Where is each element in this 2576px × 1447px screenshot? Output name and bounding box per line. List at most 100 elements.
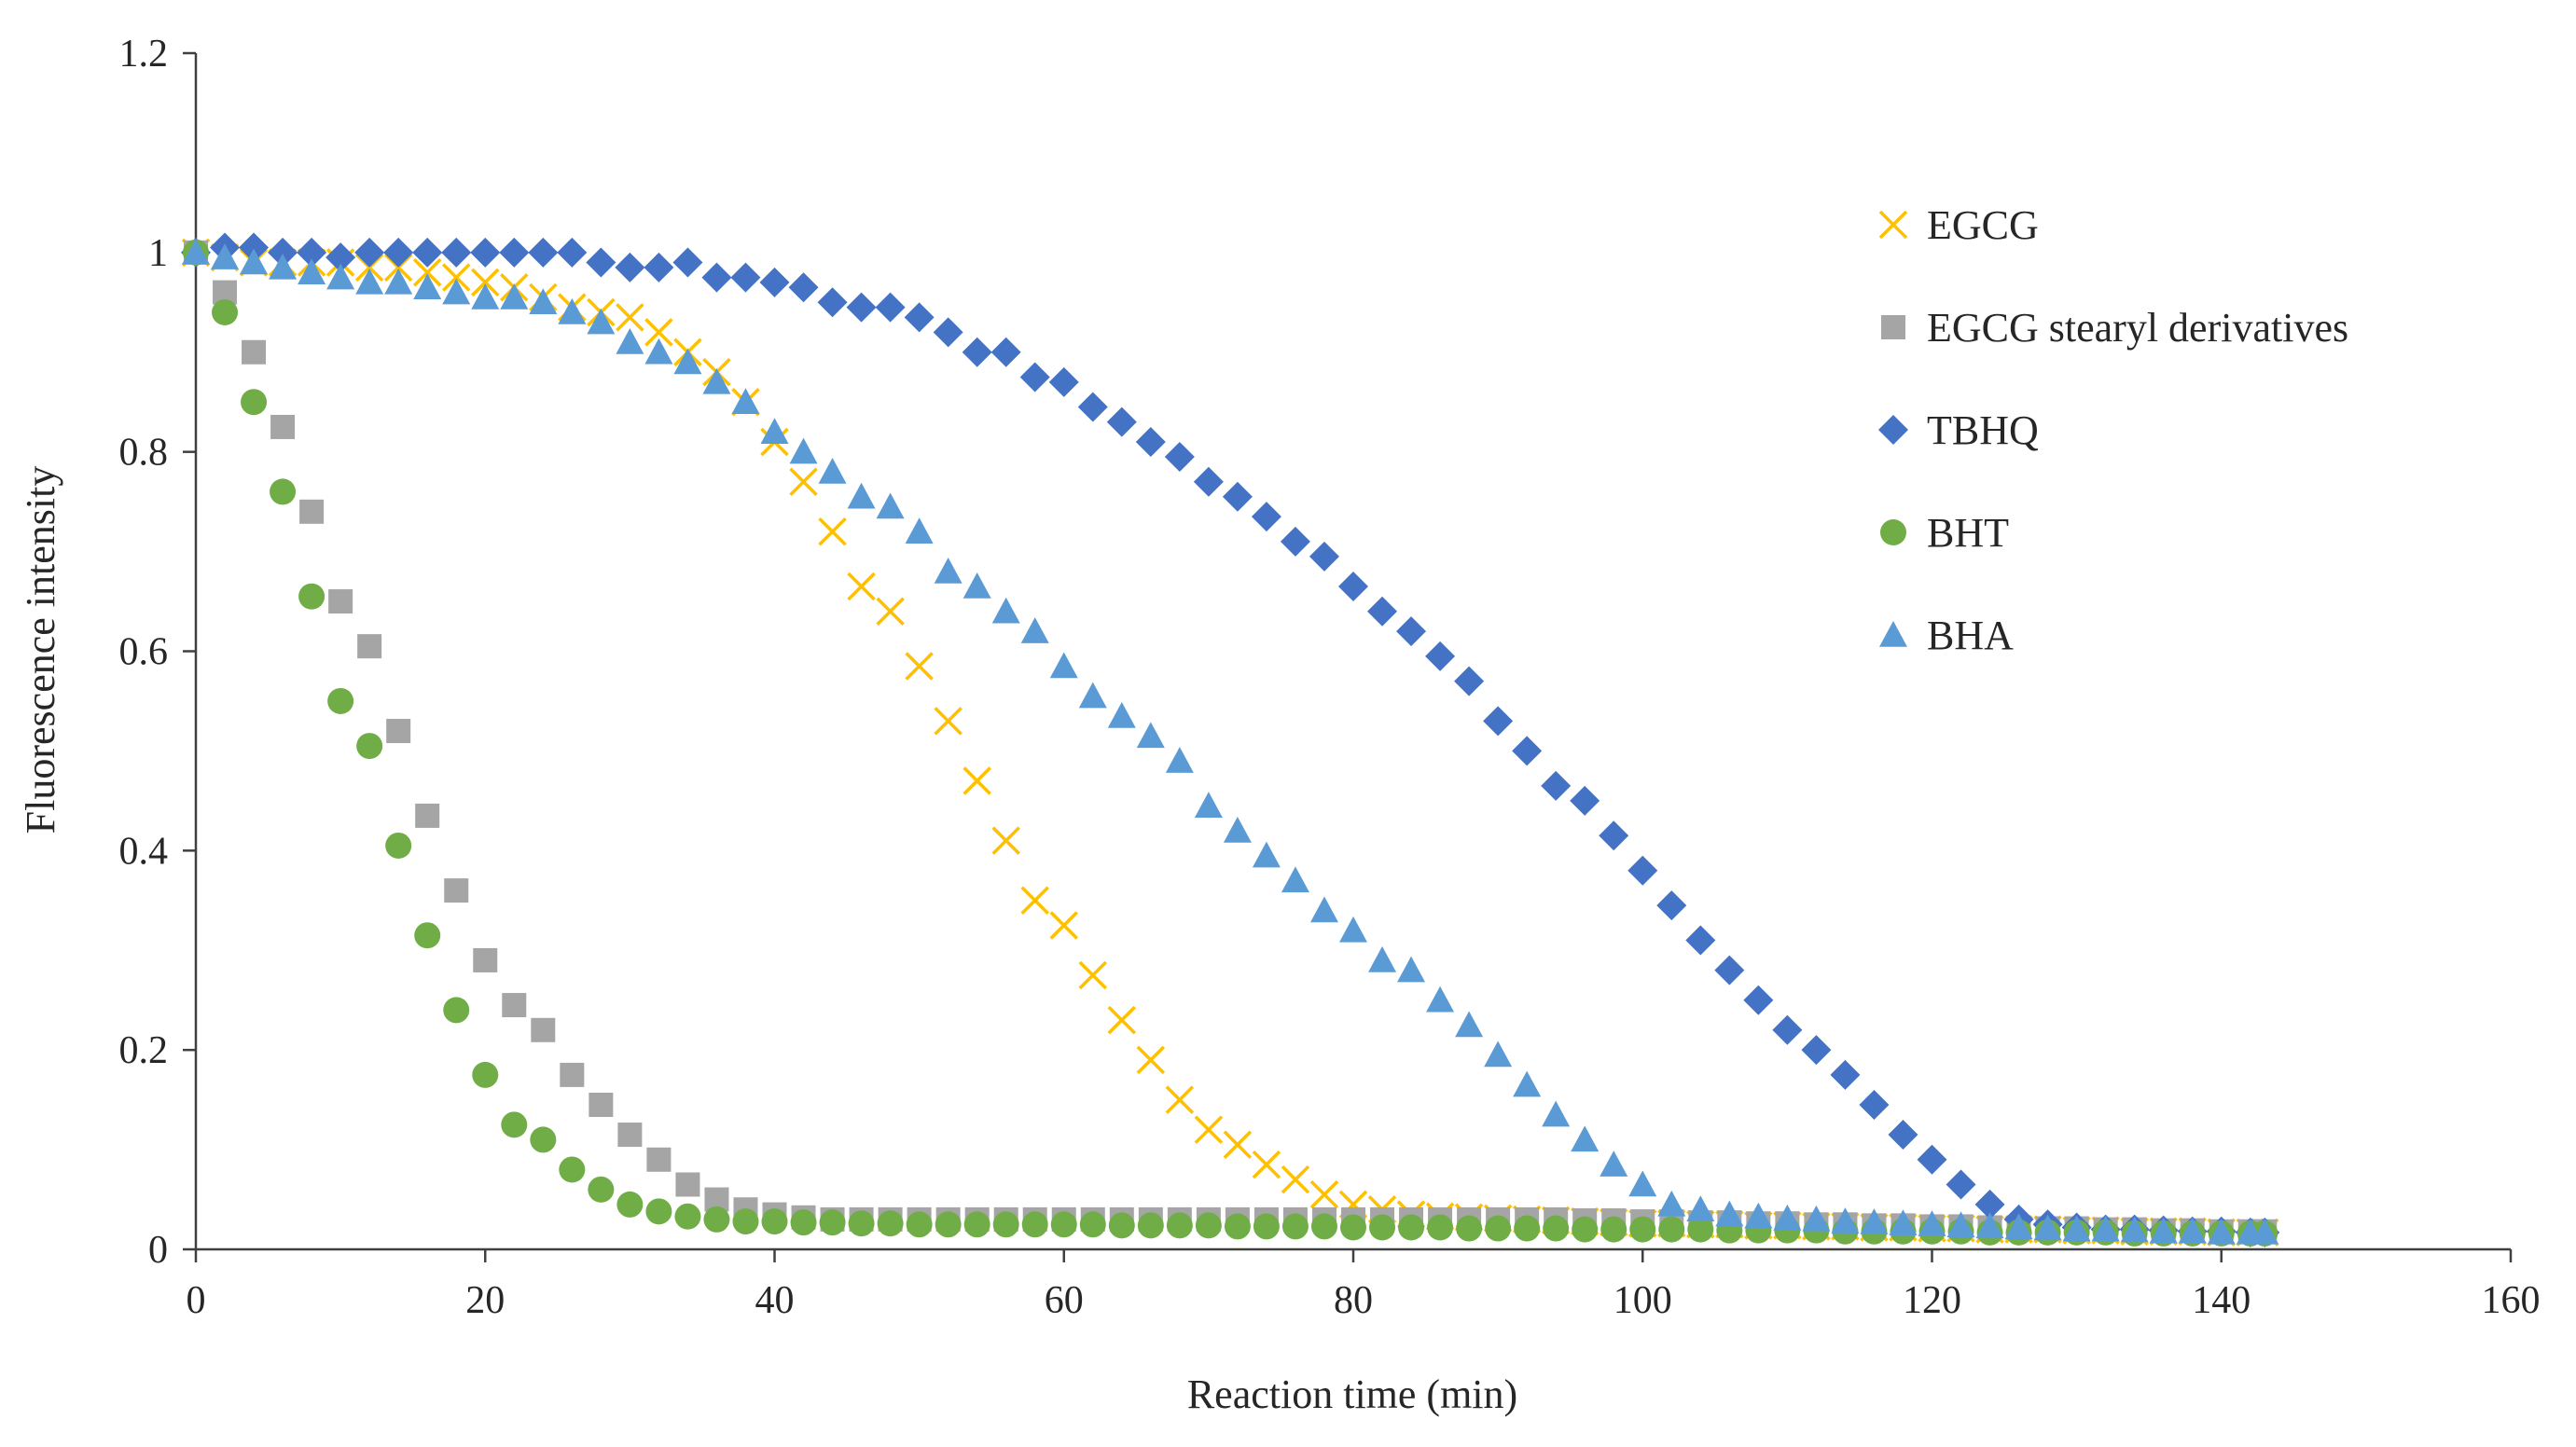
- data-point-bht: [1079, 1211, 1106, 1238]
- data-point-egcg: [383, 253, 413, 283]
- data-point-bht: [559, 1156, 586, 1183]
- data-point-egcg: [471, 268, 500, 297]
- data-point-bht: [1050, 1211, 1077, 1238]
- data-point-bht: [848, 1210, 875, 1237]
- data-point-bha: [1309, 896, 1338, 923]
- data-point-egcg-stearyl-derivatives: [299, 499, 325, 524]
- data-point-egcg: [991, 826, 1020, 855]
- data-point-egcg: [1194, 1115, 1224, 1144]
- x-tick-label: 60: [1045, 1279, 1084, 1322]
- data-point-bht: [1629, 1216, 1656, 1243]
- data-point-bht: [877, 1210, 904, 1237]
- data-point-tbhq: [672, 247, 703, 278]
- data-point-tbhq: [354, 237, 385, 268]
- data-point-bht: [1543, 1215, 1570, 1242]
- data-point-bht: [819, 1209, 846, 1236]
- series-tbhq: [181, 232, 2280, 1247]
- data-point-egcg: [1165, 1085, 1195, 1114]
- data-point-tbhq: [1425, 641, 1456, 671]
- data-point-bht: [645, 1198, 672, 1225]
- data-point-bha: [876, 492, 905, 519]
- data-point-bht: [761, 1208, 788, 1235]
- data-point-bht: [963, 1211, 990, 1238]
- data-point-tbhq: [1772, 1014, 1803, 1045]
- data-point-bht: [1600, 1216, 1627, 1243]
- data-point-bht: [385, 832, 412, 859]
- x-axis-title: Reaction time (min): [1187, 1371, 1517, 1417]
- data-point-tbhq: [788, 272, 819, 303]
- data-point-bha: [1773, 1204, 1802, 1231]
- data-point-bha: [731, 388, 760, 414]
- data-point-egcg: [1223, 1130, 1253, 1159]
- data-point-tbhq: [1367, 596, 1398, 627]
- data-point-bht: [1369, 1214, 1396, 1241]
- data-point-bht: [1340, 1214, 1366, 1241]
- data-point-tbhq: [1946, 1169, 1976, 1200]
- data-point-bht: [1658, 1216, 1685, 1243]
- x-tick-label: 80: [1334, 1279, 1373, 1322]
- data-point-bha: [1571, 1125, 1600, 1152]
- data-point-bht: [501, 1111, 528, 1138]
- data-point-bht: [1687, 1216, 1714, 1243]
- data-point-bht: [1485, 1215, 1512, 1242]
- x-tick-label: 160: [2482, 1279, 2541, 1322]
- y-tick-label: 1: [148, 232, 168, 275]
- y-tick-label: 0.6: [119, 631, 169, 674]
- data-point-bha: [1657, 1190, 1686, 1217]
- data-point-bha: [1426, 985, 1455, 1013]
- data-point-bht: [1514, 1215, 1541, 1242]
- data-point-bha: [760, 418, 789, 445]
- data-point-egcg: [1020, 886, 1049, 916]
- data-point-egcg-stearyl-derivatives: [675, 1172, 700, 1197]
- data-point-bha: [644, 338, 673, 365]
- data-point-tbhq: [701, 262, 732, 293]
- data-point-bha: [1889, 1209, 1918, 1235]
- data-point-bht: [241, 389, 268, 416]
- data-point-bha: [211, 243, 240, 269]
- data-point-bha: [2149, 1217, 2178, 1244]
- data-point-tbhq: [817, 287, 848, 318]
- legend-label: TBHQ: [1927, 407, 2039, 453]
- data-point-bht: [1108, 1212, 1135, 1239]
- data-point-bht: [1427, 1214, 1454, 1241]
- data-point-bha: [963, 572, 991, 599]
- legend-label: EGCG stearyl derivatives: [1927, 305, 2348, 351]
- data-point-bha: [616, 328, 644, 354]
- data-point-tbhq: [557, 237, 588, 268]
- data-point-tbhq: [904, 302, 935, 333]
- data-point-tbhq: [644, 252, 674, 283]
- series-layer: [181, 232, 2280, 1247]
- data-point-bha: [789, 437, 818, 464]
- data-point-bha: [240, 248, 269, 275]
- data-point-bht: [703, 1206, 730, 1233]
- data-point-bht: [935, 1211, 962, 1238]
- x-tick-label: 100: [1613, 1279, 1672, 1322]
- data-point-bha: [529, 288, 558, 315]
- data-point-tbhq: [1077, 392, 1108, 422]
- x-tick-label: 40: [755, 1279, 795, 1322]
- data-point-bha: [2178, 1217, 2207, 1244]
- data-point-bha: [1628, 1170, 1657, 1197]
- data-point-egcg: [1078, 960, 1108, 990]
- data-point-tbhq: [1048, 366, 1079, 397]
- data-point-tbhq: [239, 232, 270, 263]
- data-point-egcg-stearyl-derivatives: [531, 1017, 556, 1042]
- data-point-egcg: [1281, 1164, 1310, 1194]
- data-point-bha: [1715, 1200, 1744, 1227]
- data-point-tbhq: [1974, 1189, 2005, 1220]
- legend-item-tbhq: TBHQ: [1878, 407, 2039, 453]
- data-point-bht: [356, 733, 383, 760]
- legend-item-bha: BHA: [1879, 613, 2014, 658]
- data-point-tbhq: [1193, 466, 1224, 497]
- data-point-tbhq: [1309, 541, 1339, 572]
- data-point-bha: [1744, 1202, 1773, 1229]
- series-egcg: [181, 238, 2279, 1247]
- legend-item-egcg: EGCG: [1878, 202, 2039, 248]
- data-point-tbhq: [846, 292, 877, 323]
- data-point-bha: [1136, 722, 1165, 749]
- data-point-tbhq: [383, 237, 414, 268]
- data-point-tbhq: [1454, 666, 1485, 696]
- data-point-bht: [1224, 1213, 1251, 1240]
- data-point-bha: [847, 482, 876, 509]
- legend-marker-bha: [1879, 621, 1907, 647]
